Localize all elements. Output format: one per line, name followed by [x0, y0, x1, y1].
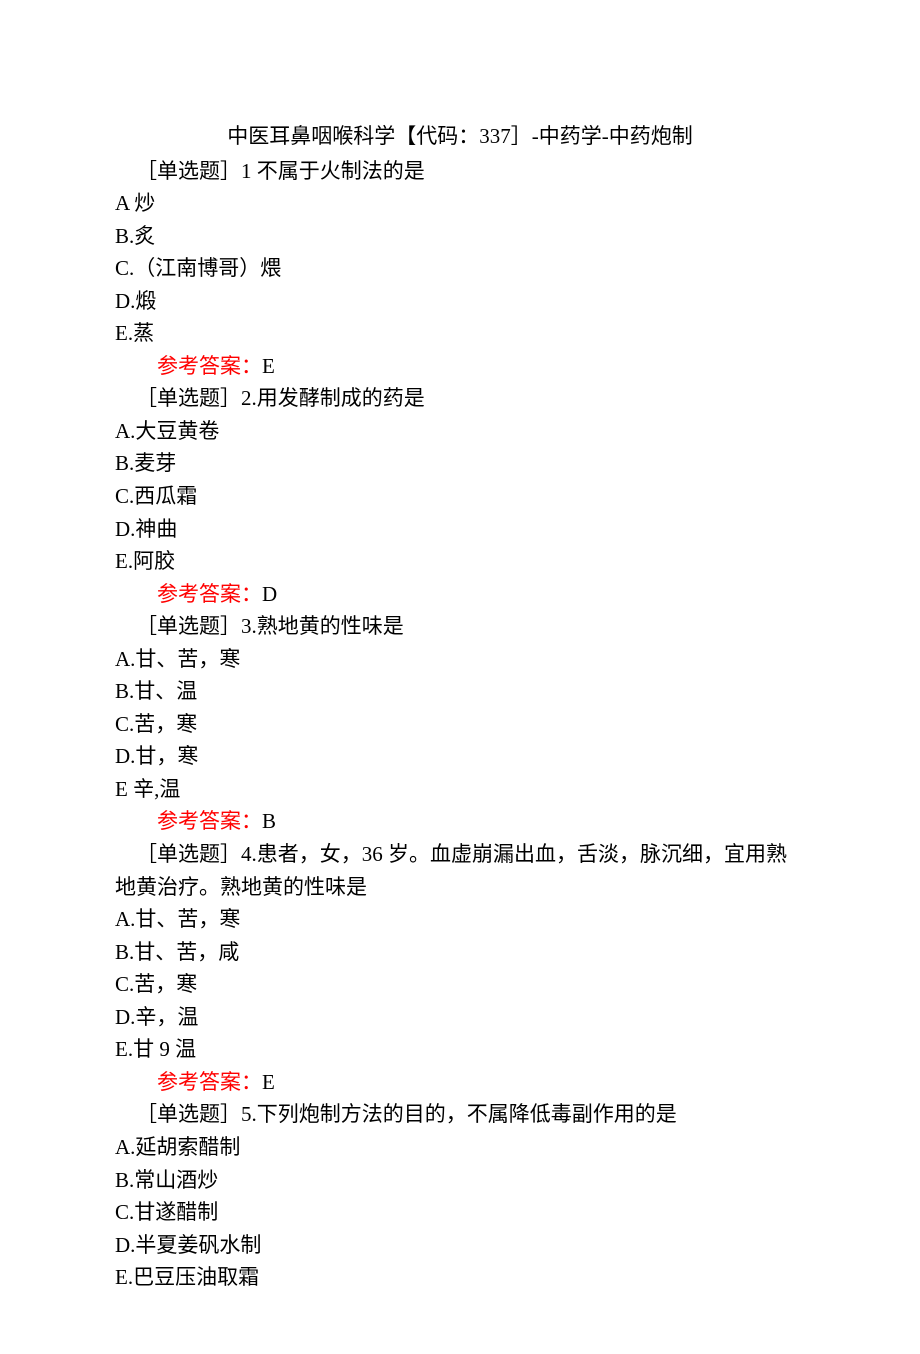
- option-e: E.甘 9 温: [115, 1033, 805, 1066]
- answer-line: 参考答案：D: [115, 578, 805, 611]
- answer-line: 参考答案：E: [115, 350, 805, 383]
- question-prompt: ［单选题］2.用发酵制成的药是: [115, 382, 805, 415]
- option-c: C.苦，寒: [115, 968, 805, 1001]
- answer-value: E: [262, 354, 275, 378]
- answer-value: B: [262, 809, 276, 833]
- option-a: A.大豆黄卷: [115, 415, 805, 448]
- option-a: A 炒: [115, 187, 805, 220]
- option-d: D.煅: [115, 285, 805, 318]
- question-5: ［单选题］5.下列炮制方法的目的，不属降低毒副作用的是 A.延胡索醋制 B.常山…: [115, 1098, 805, 1293]
- question-prompt: ［单选题］3.熟地黄的性味是: [115, 610, 805, 643]
- answer-label: 参考答案：: [157, 582, 262, 606]
- question-prompt: ［单选题］1 不属于火制法的是: [115, 155, 805, 188]
- question-prompt: ［单选题］4.患者，女，36 岁。血虚崩漏出血，舌淡，脉沉细，宜用熟地黄治疗。熟…: [115, 838, 805, 903]
- document-title: 中医耳鼻咽喉科学【代码：337］-中药学-中药炮制: [115, 120, 805, 153]
- answer-line: 参考答案：E: [115, 1066, 805, 1099]
- option-e: E.蒸: [115, 317, 805, 350]
- option-e: E.巴豆压油取霜: [115, 1261, 805, 1294]
- option-d: D.辛，温: [115, 1001, 805, 1034]
- question-4: ［单选题］4.患者，女，36 岁。血虚崩漏出血，舌淡，脉沉细，宜用熟地黄治疗。熟…: [115, 838, 805, 1098]
- option-b: B.炙: [115, 220, 805, 253]
- option-d: D.甘，寒: [115, 740, 805, 773]
- answer-value: E: [262, 1070, 275, 1094]
- option-a: A.甘、苦，寒: [115, 643, 805, 676]
- answer-label: 参考答案：: [157, 354, 262, 378]
- answer-label: 参考答案：: [157, 809, 262, 833]
- option-c: C.苦，寒: [115, 708, 805, 741]
- option-b: B.甘、苦，咸: [115, 936, 805, 969]
- answer-value: D: [262, 582, 277, 606]
- option-b: B.麦芽: [115, 447, 805, 480]
- option-c: C.（江南博哥）煨: [115, 252, 805, 285]
- question-1: ［单选题］1 不属于火制法的是 A 炒 B.炙 C.（江南博哥）煨 D.煅 E.…: [115, 155, 805, 383]
- answer-line: 参考答案：B: [115, 805, 805, 838]
- question-3: ［单选题］3.熟地黄的性味是 A.甘、苦，寒 B.甘、温 C.苦，寒 D.甘，寒…: [115, 610, 805, 838]
- option-e: E.阿胶: [115, 545, 805, 578]
- option-c: C.甘遂醋制: [115, 1196, 805, 1229]
- option-d: D.半夏姜矾水制: [115, 1229, 805, 1262]
- option-a: A.延胡索醋制: [115, 1131, 805, 1164]
- option-d: D.神曲: [115, 513, 805, 546]
- option-b: B.甘、温: [115, 675, 805, 708]
- option-b: B.常山酒炒: [115, 1164, 805, 1197]
- question-prompt: ［单选题］5.下列炮制方法的目的，不属降低毒副作用的是: [115, 1098, 805, 1131]
- answer-label: 参考答案：: [157, 1070, 262, 1094]
- option-a: A.甘、苦，寒: [115, 903, 805, 936]
- question-2: ［单选题］2.用发酵制成的药是 A.大豆黄卷 B.麦芽 C.西瓜霜 D.神曲 E…: [115, 382, 805, 610]
- option-c: C.西瓜霜: [115, 480, 805, 513]
- option-e: E 辛,温: [115, 773, 805, 806]
